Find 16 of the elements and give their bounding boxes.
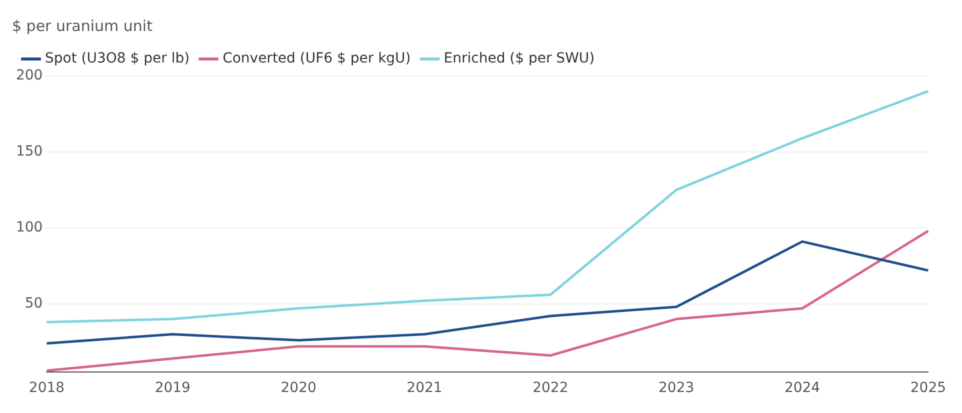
- x-tick-label: 2025: [910, 380, 946, 396]
- x-tick-label: 2024: [784, 380, 820, 396]
- x-tick-label: 2018: [28, 380, 65, 396]
- x-tick-label: 2021: [406, 380, 442, 396]
- x-tick-label: 2019: [154, 380, 190, 396]
- y-tick-label: 150: [16, 144, 43, 160]
- y-tick-label: 100: [16, 220, 43, 236]
- x-tick-label: 2023: [658, 380, 694, 396]
- chart-title: $ per uranium unit: [12, 16, 153, 35]
- legend-label: Enriched ($ per SWU): [444, 50, 595, 67]
- legend-label: Converted (UF6 $ per kgU): [222, 50, 411, 67]
- x-tick-label: 2020: [280, 380, 316, 396]
- y-tick-label: 50: [24, 295, 43, 312]
- legend-label: Spot (U3O8 $ per lb): [45, 50, 190, 67]
- y-tick-label: 200: [16, 68, 43, 84]
- x-tick-label: 2022: [532, 380, 568, 396]
